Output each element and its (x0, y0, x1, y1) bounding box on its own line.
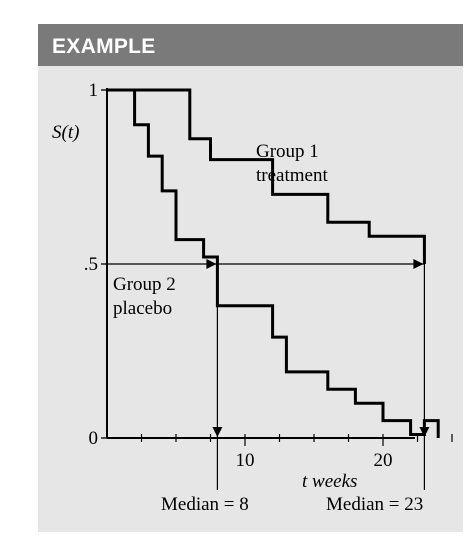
median-arrow-down-1 (212, 427, 223, 437)
y-tick-label: 0 (89, 428, 99, 449)
example-panel (38, 24, 463, 532)
series-label-group1-line2: treatment (256, 165, 328, 186)
header-bar (38, 24, 463, 66)
x-axis-label: t weeks (302, 471, 357, 492)
x-tick-label: 20 (374, 450, 393, 471)
series-label-group2-line2: placebo (113, 298, 172, 319)
header-title: EXAMPLE (52, 35, 156, 58)
survival-curves (107, 88, 440, 438)
median-label-1: Median = 8 (161, 494, 249, 515)
median-arrow-right-2 (413, 259, 424, 269)
median-label-2: Median = 23 (326, 494, 423, 515)
median-lines (107, 259, 430, 490)
median-arrow-right-1 (206, 259, 217, 269)
axes: 1 .5 0 10 20 (84, 80, 453, 471)
median-arrow-down-2 (419, 427, 430, 437)
survival-curve-group-2 (107, 88, 440, 438)
chart-labels: S(t) t weeks Group 1 treatment Group 2 p… (52, 122, 423, 515)
series-label-group1-line1: Group 1 (256, 141, 319, 162)
y-tick-label: .5 (84, 254, 98, 275)
y-axis-label: S(t) (52, 122, 79, 143)
survival-curve-group-1 (107, 88, 426, 264)
y-tick-label: 1 (89, 80, 99, 101)
x-tick-label: 10 (236, 450, 255, 471)
series-label-group2-line1: Group 2 (113, 274, 176, 295)
